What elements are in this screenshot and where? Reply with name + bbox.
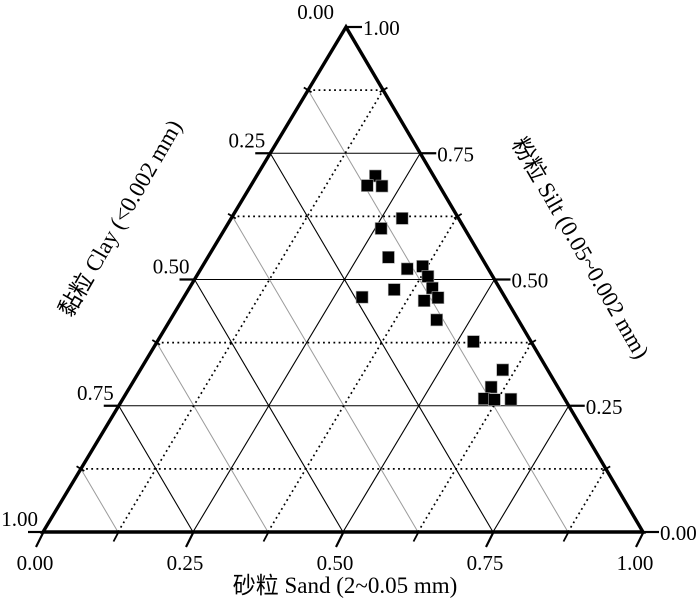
data-point-square-6 <box>382 250 395 264</box>
clay-tick-label-0.50: 0.50 <box>153 255 190 279</box>
data-point-square-5 <box>374 222 388 235</box>
axis-ticks <box>28 25 659 548</box>
silt-minor-tick-0.125 <box>379 86 388 93</box>
silt-minor-tick-0.625 <box>527 339 537 346</box>
silt-tick-label-0.00: 0.00 <box>660 521 697 545</box>
data-point-square-3 <box>375 179 389 193</box>
sand-tick-label-1.00: 1.00 <box>617 551 654 575</box>
clay-tick-label-0.25: 0.25 <box>229 128 266 152</box>
grid-line-clay-0.625 <box>156 342 269 533</box>
silt-tick-label-0.50: 0.50 <box>512 269 549 293</box>
axis-tick-labels: 0.00 0.25 0.50 0.75 1.00 1.00 0.75 0.50 0.25 0.00… <box>1 0 697 575</box>
data-point-square-2 <box>360 179 374 192</box>
data-point-square-20 <box>488 393 501 406</box>
grid-line-sand-0.625 <box>417 342 533 533</box>
grid-line-clay-0.125 <box>307 89 569 533</box>
sand-tick-label-0.75: 0.75 <box>467 551 504 575</box>
data-points <box>355 169 518 406</box>
sand-tick-0.75 <box>485 532 494 548</box>
data-point-square-7 <box>400 262 414 276</box>
sand-tick-1.00 <box>635 532 644 548</box>
sand-tick-label-0.25: 0.25 <box>167 551 204 575</box>
grid-minor-clay-lines <box>80 89 569 533</box>
grid-line-sand-0.5 <box>342 279 495 533</box>
grid-line-clay-0.875 <box>80 468 119 533</box>
sand-minor-tick-0.125 <box>112 532 119 542</box>
silt-axis-title: 粉粒 Silt (0.05~0.002 mm) <box>507 133 654 363</box>
sand-minor-tick-0.375 <box>262 532 269 542</box>
sand-minor-tick-0.875 <box>562 532 569 542</box>
data-point-square-4 <box>395 212 409 225</box>
sand-tick-0.50 <box>335 532 344 548</box>
clay-axis-title: 黏粒 Clay (<0.002 mm) <box>54 116 187 321</box>
sand-tick-0.25 <box>185 532 194 548</box>
grid-line-sand-0.375 <box>267 215 459 533</box>
sand-minor-tick-0.625 <box>412 532 419 542</box>
sand-tick-label-0.50: 0.50 <box>317 551 354 575</box>
grid-line-sand-0.25 <box>192 152 421 533</box>
grid-line-sand-0.875 <box>567 468 607 533</box>
data-point-square-21 <box>504 392 518 406</box>
grid-major-lines <box>118 152 570 533</box>
clay-minor-tick-0.125 <box>303 86 312 93</box>
clay-tick-label-0.00: 0.00 <box>297 0 334 24</box>
grid-line-clay-0.375 <box>231 216 419 533</box>
clay-tick-label-1.00: 1.00 <box>1 507 38 531</box>
clay-minor-tick-0.375 <box>227 213 237 220</box>
data-point-square-9 <box>421 270 435 283</box>
data-point-square-17 <box>496 363 509 377</box>
silt-minor-tick-0.375 <box>453 213 463 220</box>
clay-minor-tick-0.625 <box>151 339 161 346</box>
sand-tick-0.00 <box>35 532 44 548</box>
sand-axis-title: 砂粒 Sand (2~0.05 mm) <box>233 573 458 598</box>
data-point-square-14 <box>355 290 369 304</box>
silt-tick-label-1.00: 1.00 <box>363 16 400 40</box>
silt-tick-label-0.25: 0.25 <box>586 395 623 419</box>
clay-minor-tick-0.875 <box>76 465 85 472</box>
data-point-square-16 <box>467 335 480 348</box>
data-point-square-12 <box>417 294 431 308</box>
data-point-square-18 <box>484 380 498 394</box>
data-point-square-1 <box>369 169 382 183</box>
data-point-square-15 <box>430 313 443 327</box>
data-point-square-11 <box>431 291 445 304</box>
silt-tick-label-0.75: 0.75 <box>437 142 474 166</box>
grid-line-clay-0.75 <box>118 405 194 533</box>
grid-line-clay-0.5 <box>194 279 344 533</box>
silt-minor-tick-0.875 <box>602 465 611 472</box>
grid-line-sand-0.75 <box>492 405 570 533</box>
sand-tick-label-0.00: 0.00 <box>17 551 54 575</box>
clay-tick-label-0.75: 0.75 <box>77 381 114 405</box>
data-point-square-13 <box>387 283 401 296</box>
grid-line-clay-0.25 <box>269 152 494 533</box>
